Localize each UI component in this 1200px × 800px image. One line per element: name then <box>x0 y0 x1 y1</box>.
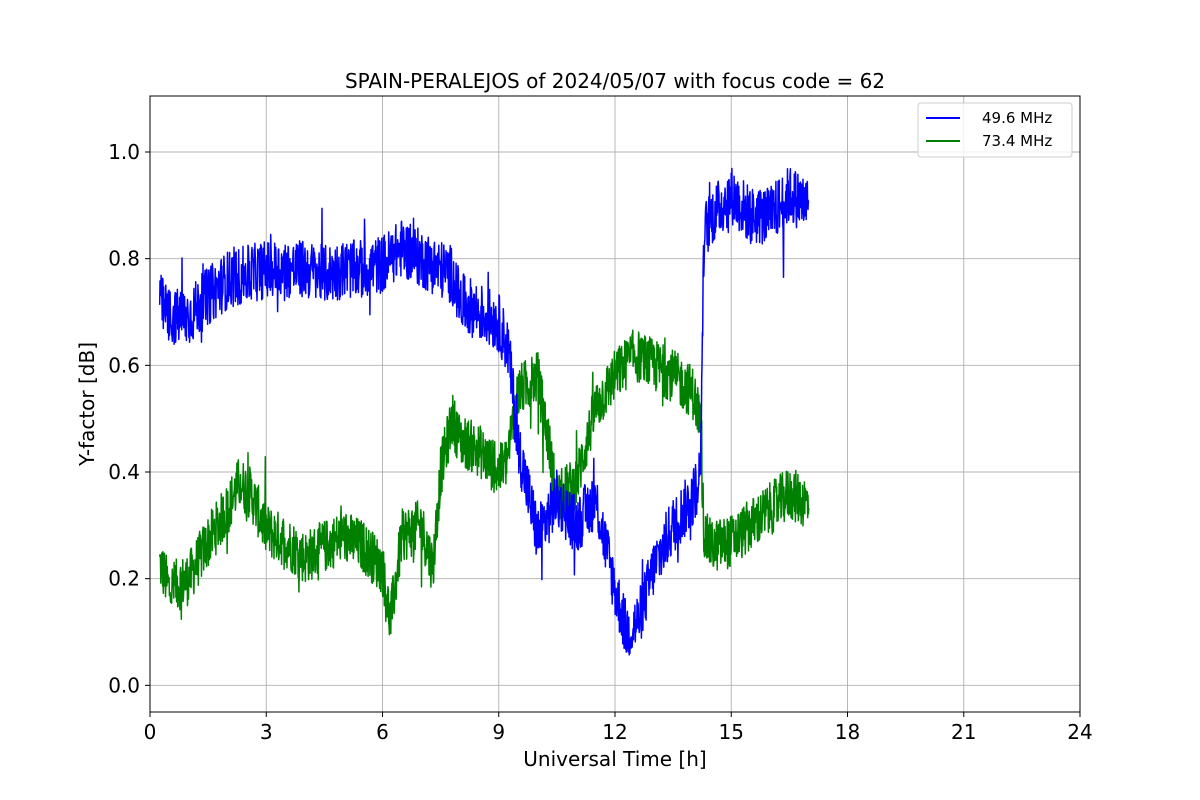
y-tick-label: 0.0 <box>108 673 140 697</box>
x-tick-label: 21 <box>951 720 976 744</box>
series-line-49-6-mhz <box>158 167 810 656</box>
y-tick-label: 0.8 <box>108 247 140 271</box>
y-axis-label: Y-factor [dB] <box>75 342 99 467</box>
legend-label-49-6-mhz: 49.6 MHz <box>982 109 1052 127</box>
y-tick-label: 0.2 <box>108 567 140 591</box>
y-tick-label: 0.4 <box>108 460 140 484</box>
legend-box <box>917 102 1073 158</box>
x-tick-label: 6 <box>376 720 389 744</box>
series-line-73-4-mhz <box>158 329 810 636</box>
y-tick-label: 0.6 <box>108 353 140 377</box>
y-axis: 0.0 0.2 0.4 0.6 0.8 1.0 <box>108 140 150 697</box>
x-tick-label: 9 <box>492 720 505 744</box>
y-tick-label: 1.0 <box>108 140 140 164</box>
series-layer <box>158 167 810 656</box>
grid <box>149 96 1081 712</box>
x-tick-label: 3 <box>260 720 273 744</box>
legend-label-73-4-mhz: 73.4 MHz <box>982 132 1052 150</box>
x-tick-label: 18 <box>835 720 860 744</box>
x-tick-label: 24 <box>1067 720 1092 744</box>
x-tick-label: 12 <box>602 720 627 744</box>
legend: 49.6 MHz 73.4 MHz <box>917 102 1073 158</box>
x-axis-label: Universal Time [h] <box>523 747 706 771</box>
chart-title: SPAIN-PERALEJOS of 2024/05/07 with focus… <box>345 69 885 93</box>
x-tick-label: 15 <box>719 720 744 744</box>
x-axis: 0 3 6 9 12 15 18 21 24 <box>144 712 1093 744</box>
x-tick-label: 0 <box>144 720 157 744</box>
